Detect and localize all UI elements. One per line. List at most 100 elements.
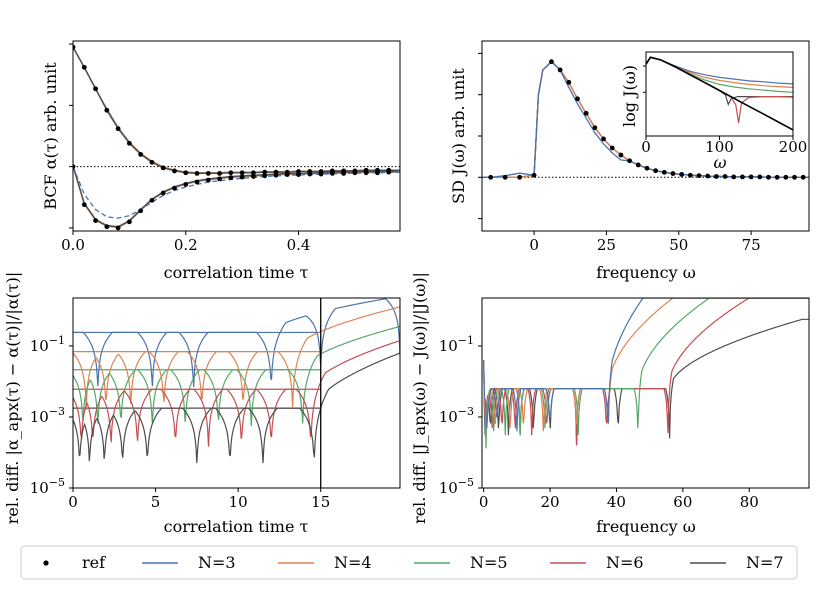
sd-xlabel: frequency ω: [596, 263, 696, 282]
bcf-ref-real-point: [251, 170, 256, 176]
bcf-imag-n5: [73, 165, 400, 228]
sd-xtick-label: 25: [597, 236, 616, 254]
bcf-ref-imag-point: [329, 170, 335, 176]
sd-ref-point: [502, 174, 508, 180]
bcf-ref-imag-point: [239, 174, 245, 180]
bcf-ref-real-point: [205, 170, 211, 176]
bcf-plot-area: [73, 44, 400, 231]
bcf-ref-imag-point: [228, 175, 234, 181]
bcf-ticks: 0.0 0.2 0.4: [61, 43, 310, 254]
sd-ref-point: [601, 136, 606, 142]
sd-ylabel: SD J(ω) arb. unit: [449, 68, 468, 204]
legend-frame: [20, 545, 798, 580]
sd-ref-point: [740, 174, 745, 180]
bcf-ref-real-point: [172, 168, 177, 174]
sd-error-ytick-label: 10−5: [439, 476, 474, 497]
panel-sd: 0 25 50 75 frequency ω SD J(ω) arb. unit 0 1…: [449, 40, 810, 282]
bcf-error-n3: [73, 298, 400, 388]
bcf-error-xtick-label: 10: [229, 493, 248, 511]
inset-xtick-label: 200: [779, 138, 808, 156]
bcf-ref-real-point: [217, 170, 222, 176]
legend-label-ref: ref: [82, 553, 106, 572]
bcf-ref-imag-point: [296, 172, 301, 178]
bcf-real-n3: [73, 46, 400, 174]
bcf-ref-imag-point: [115, 225, 121, 231]
bcf-ref-imag-point: [217, 176, 222, 182]
bcf-imag-n6: [73, 165, 400, 228]
legend-label-n6: N=6: [606, 553, 644, 572]
inset-plot-area: [646, 56, 793, 131]
panel-bcf: 0.0 0.2 0.4 correlation time τ BCF α(τ) ar…: [41, 40, 401, 282]
sd-ref-point: [722, 174, 728, 179]
bcf-error-xlabel: correlation time τ: [164, 517, 309, 536]
sd-ref-point: [592, 125, 598, 131]
sd-ref-point: [783, 174, 789, 180]
bcf-frame: [72, 40, 401, 232]
sd-xtick-label: 75: [742, 236, 761, 254]
sd-ref-point: [557, 67, 563, 73]
sd-ref-point: [661, 169, 667, 175]
bcf-error-xtick-label: 0: [68, 493, 78, 511]
bcf-ref-imag-point: [251, 174, 256, 179]
bcf-ref-imag-point: [172, 185, 177, 191]
bcf-error-ticks: 0 5 10 15 10−1 10−3 10−5: [30, 334, 331, 511]
bcf-ref-imag-point: [375, 170, 380, 176]
bcf-error-frame: [72, 297, 401, 489]
bcf-ref-real-point: [138, 151, 144, 157]
bcf-error-n7: [73, 352, 400, 464]
sd-ref-point: [583, 110, 589, 116]
legend: ref N=3 N=4 N=5 N=6 N=7: [20, 545, 798, 580]
bcf-ref-imag-point: [386, 169, 392, 175]
bcf-ref-imag-point: [160, 190, 166, 196]
sd-ref-point: [618, 152, 624, 158]
sd-ref-point: [696, 173, 702, 179]
bcf-real-n4: [73, 46, 400, 174]
bcf-ref-imag-point: [318, 171, 324, 177]
inset-ref: [646, 56, 793, 131]
bcf-ref-imag-point: [126, 219, 132, 225]
bcf-error-n4: [73, 306, 400, 411]
bcf-ref-real-point: [93, 86, 98, 92]
sd-ref-point: [488, 174, 494, 180]
sd-error-plot-area: [483, 298, 809, 449]
bcf-ref-imag-point: [262, 173, 268, 179]
legend-label-n4: N=4: [334, 553, 372, 572]
inset-ylabel: log J(ω): [620, 65, 639, 127]
sd-error-n3: [483, 298, 809, 432]
sd-ref-point: [627, 158, 632, 164]
bcf-error-xtick-label: 15: [311, 493, 330, 511]
sd-ref-point: [549, 59, 554, 65]
bcf-real-n5: [73, 46, 400, 174]
bcf-imag-n4: [73, 166, 400, 229]
bcf-xlabel: correlation time τ: [164, 263, 309, 282]
bcf-ylabel: BCF α(τ) arb. unit: [41, 62, 60, 210]
sd-xtick-label: 0: [529, 236, 539, 254]
bcf-ref-imag-point: [352, 170, 358, 176]
sd-error-ytick-label: 10−1: [439, 334, 474, 355]
sd-error-xtick-label: 20: [541, 493, 560, 511]
bcf-ref-real-point: [73, 44, 76, 50]
bcf-ref-imag-point: [205, 177, 211, 183]
sd-error-ytick-label: 10−3: [439, 405, 474, 426]
sd-ref-point: [713, 174, 719, 179]
bcf-ref-imag-point: [104, 224, 110, 230]
sd-ref-point: [766, 174, 771, 180]
bcf-error-ytick-label: 10−3: [30, 405, 65, 426]
sd-inset: 0 100 200 ω log J(ω): [620, 51, 808, 172]
bcf-ref-real-point: [104, 107, 110, 113]
sd-ref-point: [531, 172, 537, 178]
bcf-error-n6: [73, 340, 400, 447]
sd-error-frame: [481, 297, 810, 489]
inset-ticks: 0 100 200: [641, 65, 808, 156]
sd-ref-point: [748, 174, 754, 180]
bcf-ref-imag-point: [93, 218, 98, 223]
bcf-ref-imag-point: [138, 208, 144, 214]
legend-items: ref N=3 N=4 N=5 N=6 N=7: [43, 553, 784, 572]
sd-ref-point: [731, 174, 737, 180]
sd-ref-point: [575, 96, 580, 102]
bcf-ref-imag-point: [81, 202, 87, 208]
sd-ticks: 0 25 50 75: [478, 52, 761, 254]
sd-ref-point: [517, 174, 523, 180]
bcf-ref-real-point: [126, 140, 132, 146]
